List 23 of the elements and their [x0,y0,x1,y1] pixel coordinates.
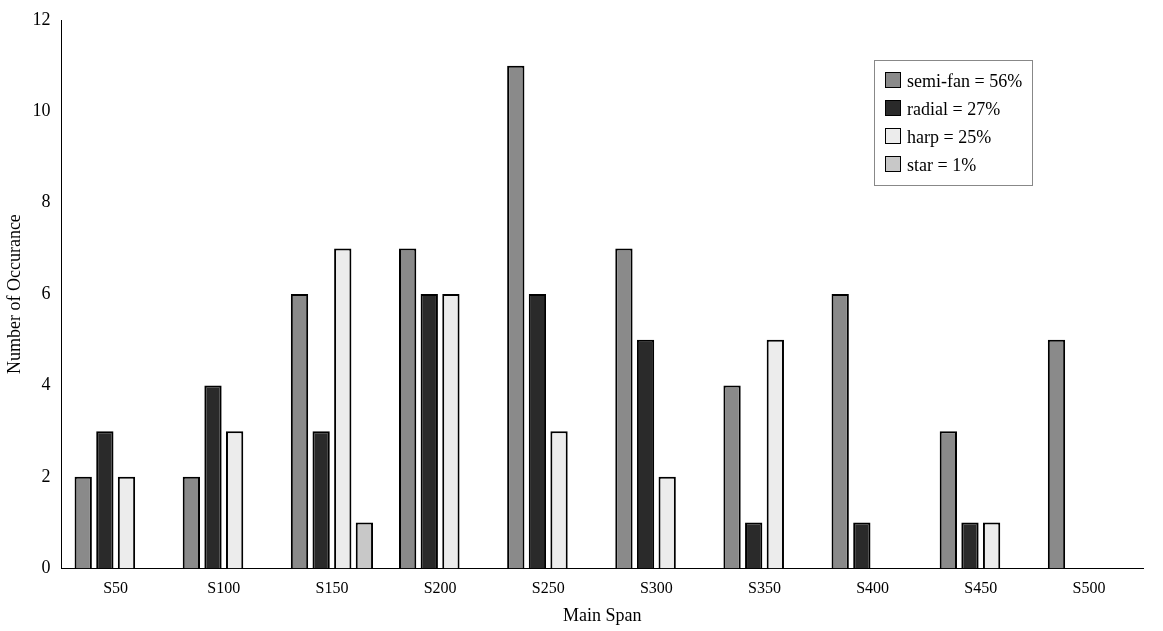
y-tick-label: 0 [41,556,51,577]
x-tick-label: S450 [964,579,998,596]
x-tick-label: S250 [531,579,565,596]
x-tick-label: S50 [103,579,129,596]
y-tick-label: 4 [41,374,51,395]
x-tick-label: S500 [1072,579,1106,596]
x-tick-label: S350 [748,579,781,596]
x-tick-label: S300 [639,579,673,596]
y-tick-label: 10 [32,100,51,121]
y-tick-label: 8 [41,191,51,212]
legend-label: semi-fan = 56% [907,71,1023,91]
y-axis-title: Number of Occurance [3,214,24,375]
x-tick-label: S200 [423,579,457,596]
x-axis-title: Main Span [563,604,642,625]
x-tick-label: S400 [856,579,890,596]
legend-label: radial = 27% [907,99,1001,119]
y-tick-label: 6 [41,282,51,303]
x-tick-label: S150 [315,579,349,596]
x-tick-label: S100 [207,579,241,596]
y-tick-label: 12 [32,8,51,29]
y-tick-label: 2 [41,465,51,486]
legend-label: harp = 25% [907,127,992,147]
legend-label: star = 1% [907,155,977,175]
